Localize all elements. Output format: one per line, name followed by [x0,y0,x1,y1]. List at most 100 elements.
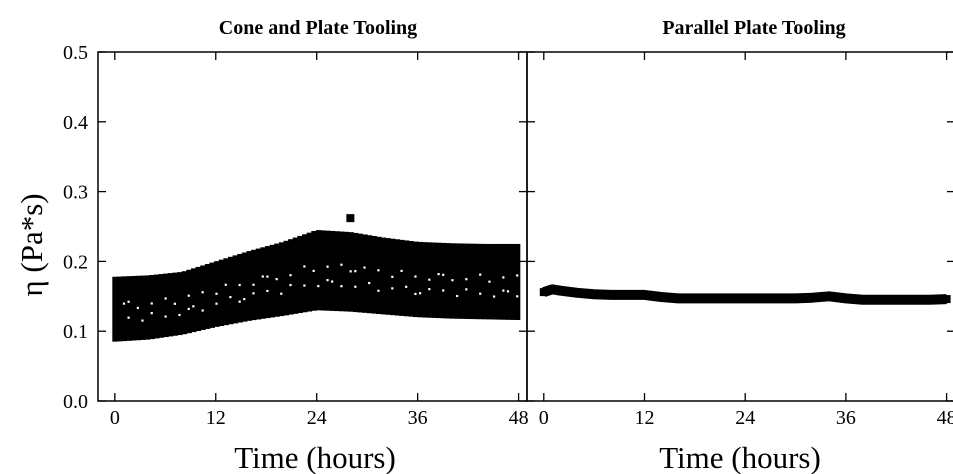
data-column [144,275,151,340]
data-column [496,243,502,320]
data-column [352,232,359,313]
data-point [640,290,649,299]
data-gap [363,266,366,269]
data-gap [122,302,126,305]
x-tick-label: 12 [634,407,654,429]
data-gap [428,288,431,291]
left-x-axis-label: Time (hours) [234,440,396,474]
data-gap [187,307,190,310]
data-column [153,274,160,339]
data-gap [266,275,269,278]
data-point [707,294,716,303]
data-column [227,256,234,325]
data-column [408,241,414,317]
data-gap [150,312,153,315]
right-plot-frame [526,51,953,402]
data-column [292,237,299,314]
data-column [339,231,345,312]
data-column [445,243,451,319]
left-data-band [112,214,521,342]
data-column [440,242,447,319]
data-gap [391,275,394,278]
data-point [539,288,548,297]
data-gap [252,283,255,286]
right-data-band [539,284,951,305]
data-gap [201,291,204,294]
data-column [177,272,183,336]
right-axis-ticks: 0 12 24 36 48 [527,51,953,429]
data-gap [442,273,445,276]
data-point [774,294,783,303]
data-gap [516,295,519,298]
data-column [413,241,419,318]
data-gap [238,283,241,287]
data-column [112,276,118,342]
x-tick-label: 0 [539,407,549,429]
data-gap [215,292,218,295]
data-gap [127,300,130,303]
data-column [334,231,340,312]
data-gap [414,292,417,296]
data-gap [224,283,227,286]
data-gap [289,283,292,287]
left-axis-ticks: 0 12 24 36 48 0.0 0.1 0.2 0.3 0.4 0.5 [63,42,529,429]
data-gap [418,292,422,295]
y-tick-label: 0.5 [63,42,88,64]
data-column [218,259,225,326]
data-gap [164,315,167,318]
data-column [195,266,202,332]
x-tick-label: 0 [110,407,120,429]
y-tick-label: 0.0 [63,391,88,413]
left-plot-frame [97,51,528,402]
data-column [186,269,192,334]
data-column [116,276,123,342]
data-gap [354,285,357,288]
data-gap [479,273,482,276]
data-point [590,290,599,299]
data-point [690,294,699,303]
data-gap [317,284,320,288]
y-tick-label: 0.2 [63,251,88,273]
data-gap [437,273,440,276]
data-gap [400,269,403,273]
data-column [246,251,252,321]
data-gap [178,313,181,317]
data-column [149,275,155,340]
data-column [190,268,197,333]
data-gap [340,285,343,288]
data-gap [275,278,278,281]
data-column [431,242,438,318]
data-column [362,234,368,313]
data-column [223,258,229,326]
data-gap [164,297,167,300]
data-column [255,248,262,320]
data-gap [479,292,482,295]
data-point [606,290,615,299]
data-column [158,274,165,338]
right-panel-title: Parallel Plate Tooling [662,17,845,39]
data-column [399,239,405,316]
data-column [163,273,169,338]
data-column [477,243,484,320]
data-column [264,246,271,319]
data-column [500,243,507,320]
data-column [366,235,373,314]
data-column [482,243,488,320]
x-tick-label: 36 [836,407,856,429]
data-gap [201,309,204,312]
data-column [260,247,266,319]
y-tick-label: 0.1 [63,321,88,343]
data-column [126,276,132,341]
data-gap [488,280,491,283]
data-column [288,239,294,315]
data-gap [428,278,431,281]
data-gap [326,279,329,282]
data-column [376,236,382,314]
data-column [385,238,391,315]
data-gap [150,302,153,305]
left-panel-title: Cone and Plate Tooling [219,17,417,39]
data-point [875,295,884,304]
data-column [278,242,285,317]
data-gap [442,289,445,292]
data-gap [127,316,130,319]
